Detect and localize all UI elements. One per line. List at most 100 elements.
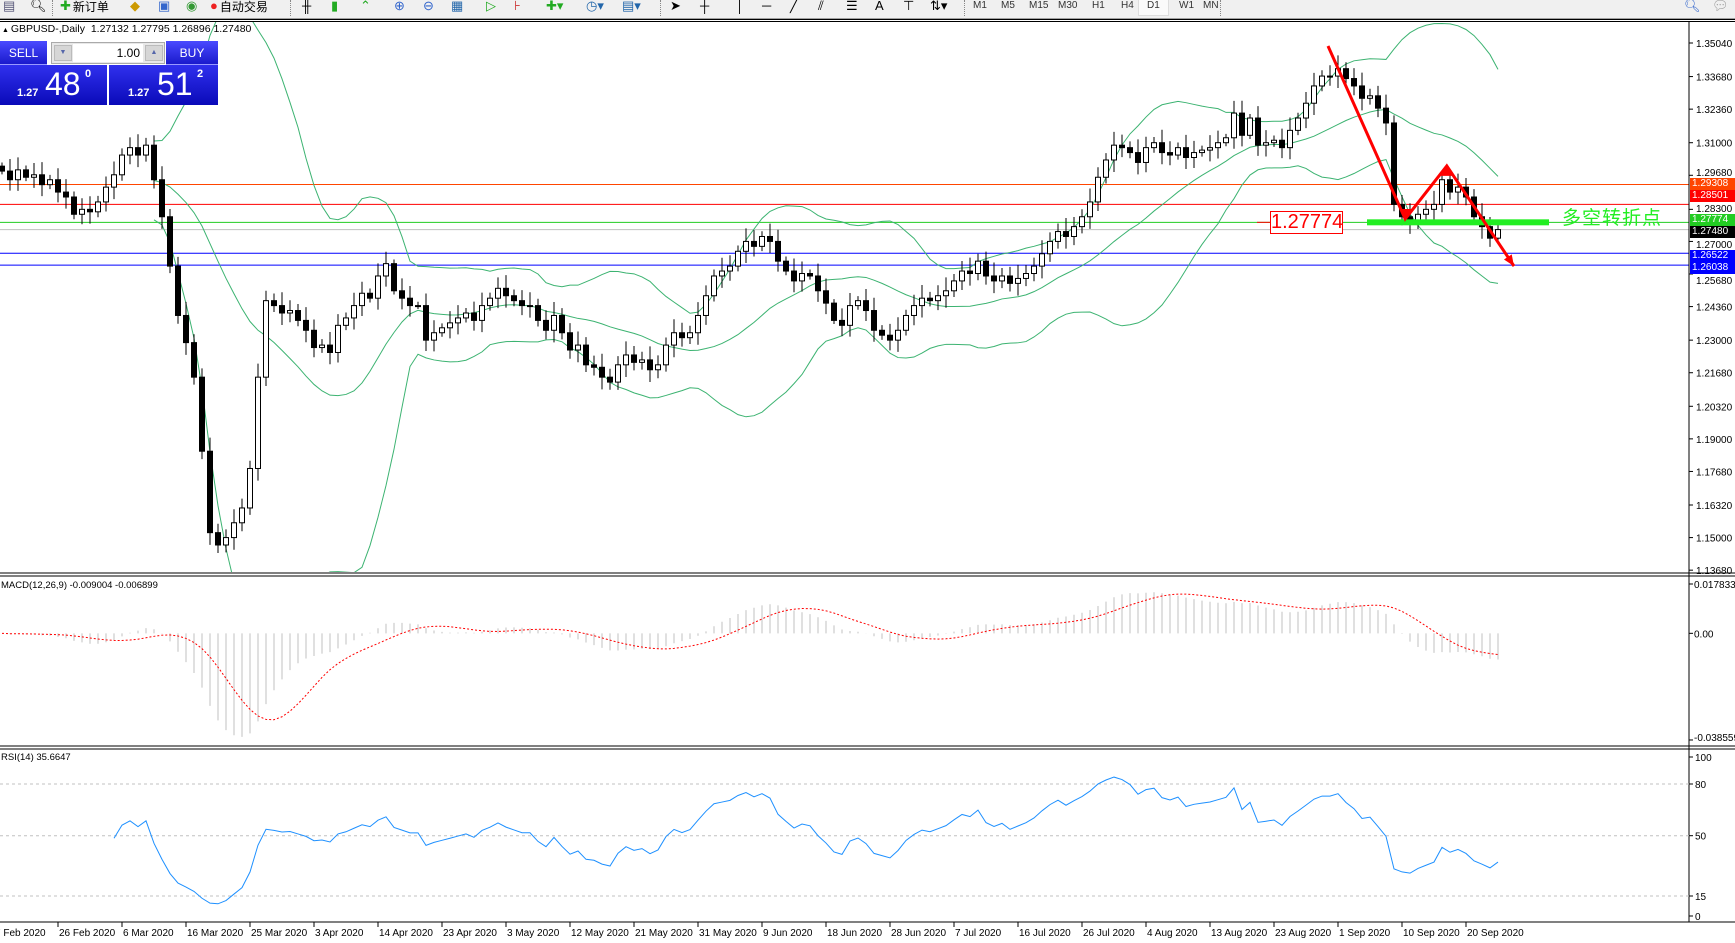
candle bbox=[1063, 218, 1069, 249]
chat-icon[interactable]: 💬︎ bbox=[1712, 0, 1729, 13]
bull-candle-body bbox=[1191, 152, 1197, 159]
indicators-icon[interactable]: ✚▾ bbox=[546, 0, 564, 13]
collapse-triangle-icon[interactable]: ▲ bbox=[2, 27, 11, 34]
timeframe-h4[interactable]: H4 bbox=[1121, 0, 1134, 11]
timeframe-mn[interactable]: MN bbox=[1203, 0, 1219, 11]
price-tick-label: 1.21680 bbox=[1696, 369, 1733, 380]
bar-chart-icon[interactable]: ╫ bbox=[302, 0, 312, 13]
bull-candle-body bbox=[1031, 265, 1037, 275]
signals-icon[interactable]: ◉ bbox=[186, 0, 198, 13]
bear-candle-body bbox=[823, 290, 829, 304]
candle bbox=[679, 322, 685, 347]
auto-trading-button[interactable]: ● 自动交易 bbox=[210, 0, 268, 17]
candle bbox=[1375, 85, 1381, 118]
new-chart-icon[interactable]: ▤ bbox=[3, 0, 16, 13]
date-tick-label: 31 May 2020 bbox=[699, 928, 757, 939]
bear-candle-body bbox=[1063, 231, 1069, 237]
text-label-icon[interactable]: ⊤ bbox=[903, 0, 915, 13]
bull-candle-body bbox=[999, 275, 1005, 282]
bear-candle-body bbox=[679, 332, 685, 339]
buy-button[interactable]: BUY bbox=[166, 41, 218, 65]
zoom-in-icon[interactable]: ⊕ bbox=[394, 0, 405, 13]
lot-size-input[interactable] bbox=[73, 44, 143, 62]
bull-candle-body bbox=[1439, 179, 1445, 205]
arrows-icon[interactable]: ⇅▾ bbox=[930, 0, 948, 13]
terminal-icon[interactable]: ▣ bbox=[158, 0, 171, 13]
bear-candle-body bbox=[1167, 152, 1173, 156]
auto-scroll-icon[interactable]: ▷ bbox=[486, 0, 496, 13]
candle bbox=[1287, 117, 1293, 160]
timeframe-d1[interactable]: D1 bbox=[1138, 0, 1169, 16]
horizontal-line-icon[interactable]: ─ bbox=[762, 0, 772, 13]
candle bbox=[663, 337, 669, 372]
line-chart-icon[interactable]: ⌃ bbox=[360, 0, 371, 13]
price-annotation-box[interactable]: 1.27774 bbox=[1270, 211, 1344, 234]
candle bbox=[615, 356, 621, 390]
bear-candle-body bbox=[983, 260, 989, 277]
price-tick-label: 1.29680 bbox=[1696, 168, 1733, 179]
bull-candle-body bbox=[375, 275, 381, 299]
bull-candle-body bbox=[1039, 253, 1045, 267]
bear-candle-body bbox=[1383, 107, 1389, 124]
candle bbox=[1135, 139, 1141, 175]
bull-candle-body bbox=[231, 522, 237, 539]
candle bbox=[967, 257, 973, 286]
date-tick-label: 16 Mar 2020 bbox=[187, 928, 244, 939]
bull-candle-body bbox=[255, 376, 261, 469]
chart-shift-icon[interactable]: ⊦ bbox=[514, 0, 521, 13]
bear-candle-body bbox=[775, 240, 781, 262]
bollinger-upper bbox=[153, 22, 1499, 314]
navigator-icon[interactable]: 🔍︎ bbox=[30, 0, 47, 13]
bull-candle-body bbox=[1423, 208, 1429, 215]
date-tick-label: 25 Mar 2020 bbox=[251, 928, 308, 939]
channel-icon[interactable]: ⫽ bbox=[818, 0, 824, 13]
reversal-point-label[interactable]: 多空转折点 bbox=[1562, 207, 1663, 229]
candle bbox=[311, 319, 317, 358]
timeframe-h1[interactable]: H1 bbox=[1092, 0, 1105, 11]
buy-price-box[interactable]: 1.27 51 2 bbox=[109, 65, 218, 105]
macd-tick-label: 0.017833 bbox=[1694, 580, 1735, 591]
reversal-zone-bar bbox=[1367, 219, 1549, 226]
crosshair-icon[interactable]: ┼ bbox=[700, 0, 710, 13]
candle bbox=[999, 267, 1005, 289]
zoom-out-icon[interactable]: ⊖ bbox=[423, 0, 434, 13]
timeframe-w1[interactable]: W1 bbox=[1179, 0, 1194, 11]
timeframe-m15[interactable]: M15 bbox=[1029, 0, 1049, 11]
price-tick-label: 1.28300 bbox=[1696, 204, 1733, 215]
templates-icon[interactable]: ▤▾ bbox=[622, 0, 641, 13]
level-tag-5: 1.26522 bbox=[1690, 249, 1735, 262]
rsi-tick-label: 15 bbox=[1695, 892, 1707, 903]
market-watch-icon[interactable]: ◆ bbox=[130, 0, 140, 13]
candlestick-chart-icon[interactable]: ▮ bbox=[331, 0, 339, 13]
bear-candle-body bbox=[167, 216, 173, 267]
bear-candle-body bbox=[887, 334, 893, 341]
timeframe-m1[interactable]: M1 bbox=[973, 0, 987, 11]
search-icon[interactable]: 🔍︎ bbox=[1684, 0, 1701, 13]
sell-button[interactable]: SELL bbox=[0, 41, 47, 65]
timeframe-m5[interactable]: M5 bbox=[1001, 0, 1015, 11]
lot-increase-button[interactable]: ▲ bbox=[145, 45, 163, 61]
bear-candle-body bbox=[1007, 275, 1013, 284]
text-icon[interactable]: A bbox=[875, 0, 884, 13]
tile-windows-icon[interactable]: ▦ bbox=[451, 0, 464, 13]
lot-decrease-button[interactable]: ▼ bbox=[54, 45, 72, 61]
cursor-icon[interactable]: ➤ bbox=[670, 0, 681, 13]
price-panel bbox=[0, 22, 1689, 572]
timeframe-m30[interactable]: M30 bbox=[1058, 0, 1078, 11]
candle bbox=[439, 323, 445, 337]
bear-candle-body bbox=[23, 169, 29, 178]
sell-price-box[interactable]: 1.27 48 0 bbox=[0, 65, 107, 105]
level-tag-1: 1.29308 bbox=[1690, 177, 1735, 190]
candle bbox=[559, 308, 565, 340]
bull-candle-body bbox=[351, 305, 357, 319]
fibonacci-icon[interactable]: ☰ bbox=[846, 0, 858, 13]
date-tick-label: 26 Jul 2020 bbox=[1083, 928, 1135, 939]
vertical-line-icon[interactable]: │ bbox=[736, 0, 745, 13]
periods-icon[interactable]: ◷▾ bbox=[586, 0, 604, 13]
new-order-button[interactable]: ✚ 新订单 bbox=[60, 0, 109, 17]
trendline-icon[interactable]: ╱ bbox=[790, 0, 798, 13]
bear-candle-body bbox=[583, 344, 589, 366]
bear-candle-body bbox=[199, 376, 205, 452]
bear-candle-body bbox=[591, 364, 597, 368]
